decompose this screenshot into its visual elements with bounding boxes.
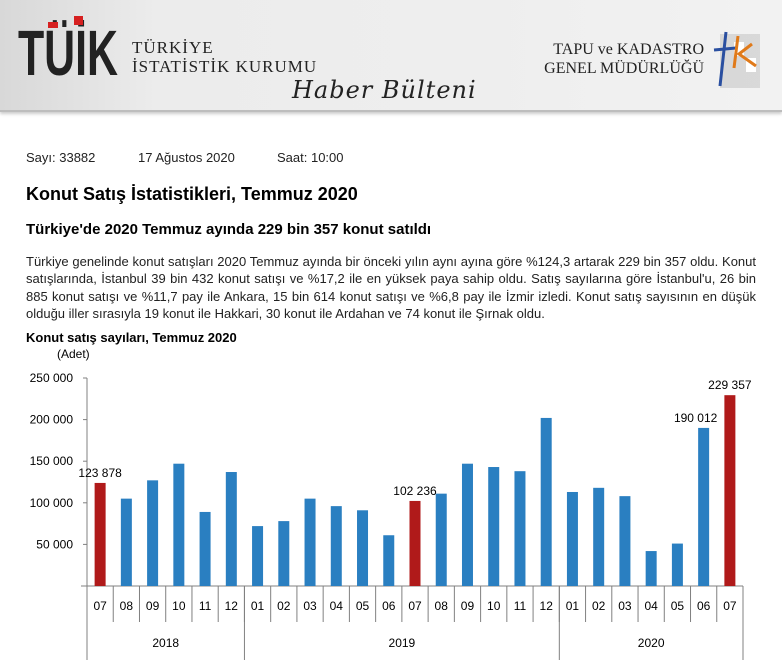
month-label: 06	[382, 599, 396, 613]
bar-11	[383, 535, 395, 586]
tkgm-name: TAPU ve KADASTRO GENEL MÜDÜRLÜĞÜ	[544, 40, 704, 78]
bar-7	[278, 521, 290, 586]
tuik-logo-text: TÜİK	[18, 17, 118, 76]
month-label: 10	[487, 599, 501, 613]
month-label: 02	[277, 599, 291, 613]
month-label: 11	[199, 599, 212, 613]
bar-13	[435, 493, 447, 586]
month-label: 04	[644, 599, 658, 613]
bar-0	[94, 482, 106, 586]
month-label: 09	[146, 599, 160, 613]
tuik-logo: TÜİK	[18, 16, 118, 76]
bulletin-time: Saat: 10:00	[277, 150, 344, 165]
page-title: Konut Satış İstatistikleri, Temmuz 2020	[26, 184, 358, 204]
month-label: 12	[225, 599, 239, 613]
bulletin-header: TÜİK TÜRKİYE İSTATİSTİK KURUMU Haber Bül…	[0, 0, 782, 112]
bar-22	[671, 543, 683, 586]
month-label: 12	[540, 599, 554, 613]
bar-14	[461, 463, 473, 586]
month-label: 08	[120, 599, 134, 613]
bar-2	[147, 480, 159, 586]
year-label: 2019	[389, 636, 416, 650]
bar-21	[645, 551, 657, 586]
month-label: 08	[435, 599, 449, 613]
month-label: 06	[697, 599, 711, 613]
year-label: 2018	[152, 636, 179, 650]
tkgm-name-line2: GENEL MÜDÜRLÜĞÜ	[544, 60, 704, 77]
bar-12	[409, 500, 421, 586]
month-label: 11	[514, 599, 527, 613]
month-label: 03	[618, 599, 632, 613]
bar-24	[724, 395, 736, 586]
bar-1	[120, 498, 132, 586]
chart-title: Konut satış sayıları, Temmuz 2020	[26, 330, 237, 345]
tuik-logo-accent	[48, 22, 58, 28]
tuik-logo-accent	[74, 16, 83, 25]
bar-20	[619, 496, 631, 586]
y-tick-label: 200 000	[30, 413, 74, 427]
y-tick-label: 100 000	[30, 496, 74, 510]
month-label: 10	[172, 599, 186, 613]
bar-9	[330, 506, 342, 586]
bar-6	[252, 526, 264, 586]
month-label: 09	[461, 599, 475, 613]
bulletin-number: Sayı: 33882	[26, 150, 96, 165]
bar-18	[566, 491, 578, 586]
data-label: 102 236	[393, 484, 437, 498]
bar-5	[225, 472, 237, 586]
month-label: 02	[592, 599, 606, 613]
bar-10	[357, 510, 369, 586]
tuik-name: TÜRKİYE İSTATİSTİK KURUMU	[132, 38, 317, 76]
bar-15	[488, 467, 500, 586]
bar-3	[173, 463, 185, 586]
bar-23	[698, 427, 710, 586]
y-tick-label: 250 000	[30, 371, 74, 385]
tuik-name-line1: TÜRKİYE	[132, 38, 214, 57]
data-label: 229 357	[708, 378, 752, 392]
month-label: 07	[93, 599, 107, 613]
bar-chart: 50 000 100 000 150 000 200 000 250 000 07 123 …	[30, 371, 752, 660]
bar-19	[593, 487, 605, 586]
tkgm-logo	[713, 31, 760, 88]
month-label: 04	[330, 599, 344, 613]
month-label: 05	[356, 599, 370, 613]
headline: Türkiye'de 2020 Temmuz ayında 229 bin 35…	[26, 221, 432, 238]
year-label: 2020	[638, 636, 665, 650]
month-label: 01	[566, 599, 580, 613]
bulletin-title: Haber Bülteni	[292, 76, 477, 104]
month-label: 07	[408, 599, 422, 613]
data-label: 123 878	[78, 466, 122, 480]
tkgm-name-line1: TAPU ve KADASTRO	[553, 41, 704, 58]
month-label: 01	[251, 599, 265, 613]
y-tick-label: 50 000	[36, 537, 73, 551]
bar-16	[514, 471, 526, 586]
chart-unit: (Adet)	[57, 347, 90, 361]
bar-4	[199, 511, 211, 586]
summary-paragraph: Türkiye genelinde konut satışları 2020 T…	[26, 254, 756, 321]
month-label: 03	[303, 599, 317, 613]
tuik-name-line2: İSTATİSTİK KURUMU	[132, 57, 318, 76]
bulletin-date: 17 Ağustos 2020	[138, 150, 235, 165]
bar-17	[540, 417, 552, 586]
bar-8	[304, 498, 316, 586]
month-label: 05	[671, 599, 685, 613]
month-label: 07	[723, 599, 737, 613]
y-tick-label: 150 000	[30, 454, 74, 468]
data-label: 190 012	[674, 411, 718, 425]
